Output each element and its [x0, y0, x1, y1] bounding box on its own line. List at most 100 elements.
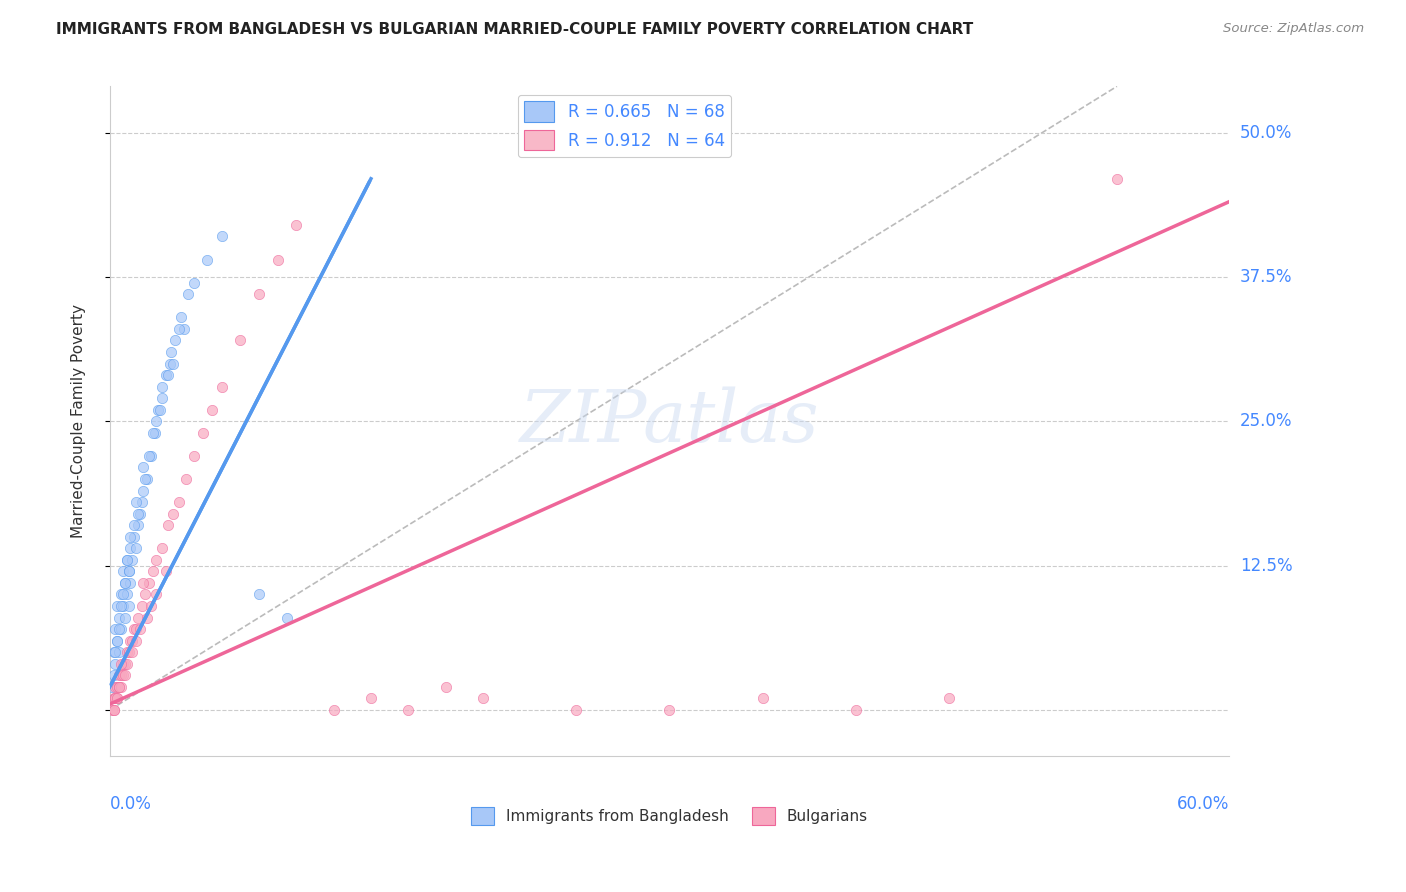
Point: [122, 530, 145, 544]
Point: [103, 668, 125, 682]
Point: [105, 599, 128, 613]
Point: [114, 610, 136, 624]
Point: [162, 357, 184, 371]
Point: [105, 680, 128, 694]
Point: [111, 668, 134, 682]
Point: [183, 449, 205, 463]
Point: [167, 495, 190, 509]
Point: [155, 565, 177, 579]
Text: 60.0%: 60.0%: [1177, 795, 1229, 813]
Point: [115, 587, 138, 601]
Point: [159, 357, 181, 371]
Point: [120, 633, 142, 648]
Point: [131, 599, 153, 613]
Point: [114, 575, 136, 590]
Point: [110, 657, 132, 671]
Point: [128, 507, 150, 521]
Point: [108, 680, 131, 694]
Point: [125, 633, 148, 648]
Point: [177, 287, 200, 301]
Point: [165, 334, 187, 348]
Text: 0.0%: 0.0%: [110, 795, 152, 813]
Point: [170, 310, 193, 325]
Point: [751, 691, 773, 706]
Point: [108, 680, 131, 694]
Point: [138, 449, 160, 463]
Point: [565, 703, 588, 717]
Point: [104, 691, 127, 706]
Point: [105, 691, 128, 706]
Point: [103, 645, 125, 659]
Text: 25.0%: 25.0%: [1240, 412, 1292, 430]
Point: [103, 691, 125, 706]
Point: [150, 379, 173, 393]
Point: [125, 622, 148, 636]
Point: [120, 541, 142, 556]
Point: [121, 645, 143, 659]
Point: [121, 633, 143, 648]
Point: [173, 322, 195, 336]
Point: [167, 322, 190, 336]
Text: 12.5%: 12.5%: [1240, 557, 1292, 574]
Point: [105, 691, 128, 706]
Point: [115, 553, 138, 567]
Point: [104, 645, 127, 659]
Point: [360, 691, 382, 706]
Point: [176, 472, 198, 486]
Point: [148, 402, 170, 417]
Point: [122, 622, 145, 636]
Point: [156, 368, 179, 382]
Point: [142, 565, 165, 579]
Point: [201, 402, 224, 417]
Text: Source: ZipAtlas.com: Source: ZipAtlas.com: [1223, 22, 1364, 36]
Point: [104, 680, 127, 694]
Point: [110, 599, 132, 613]
Point: [117, 599, 139, 613]
Point: [183, 276, 205, 290]
Point: [1105, 171, 1128, 186]
Point: [132, 460, 155, 475]
Point: [114, 657, 136, 671]
Point: [322, 703, 344, 717]
Point: [100, 703, 122, 717]
Point: [434, 680, 457, 694]
Text: 50.0%: 50.0%: [1240, 124, 1292, 142]
Point: [108, 622, 131, 636]
Point: [121, 553, 143, 567]
Point: [247, 287, 270, 301]
Point: [114, 575, 136, 590]
Point: [229, 334, 252, 348]
Point: [103, 703, 125, 717]
Point: [285, 218, 308, 232]
Point: [132, 575, 155, 590]
Point: [134, 587, 156, 601]
Point: [191, 425, 214, 440]
Point: [104, 622, 127, 636]
Text: 37.5%: 37.5%: [1240, 268, 1292, 286]
Point: [104, 657, 127, 671]
Point: [127, 507, 149, 521]
Point: [100, 680, 122, 694]
Point: [117, 645, 139, 659]
Point: [120, 530, 142, 544]
Point: [110, 668, 132, 682]
Point: [110, 587, 132, 601]
Point: [150, 541, 173, 556]
Point: [111, 587, 134, 601]
Text: ZIPatlas: ZIPatlas: [520, 386, 820, 457]
Point: [117, 565, 139, 579]
Point: [195, 252, 218, 267]
Point: [138, 575, 160, 590]
Point: [103, 703, 125, 717]
Point: [139, 449, 162, 463]
Point: [108, 610, 131, 624]
Point: [845, 703, 868, 717]
Legend: Immigrants from Bangladesh, Bulgarians: Immigrants from Bangladesh, Bulgarians: [465, 801, 875, 831]
Point: [131, 495, 153, 509]
Point: [145, 414, 167, 428]
Point: [115, 657, 138, 671]
Point: [211, 229, 233, 244]
Point: [127, 518, 149, 533]
Point: [108, 668, 131, 682]
Point: [117, 565, 139, 579]
